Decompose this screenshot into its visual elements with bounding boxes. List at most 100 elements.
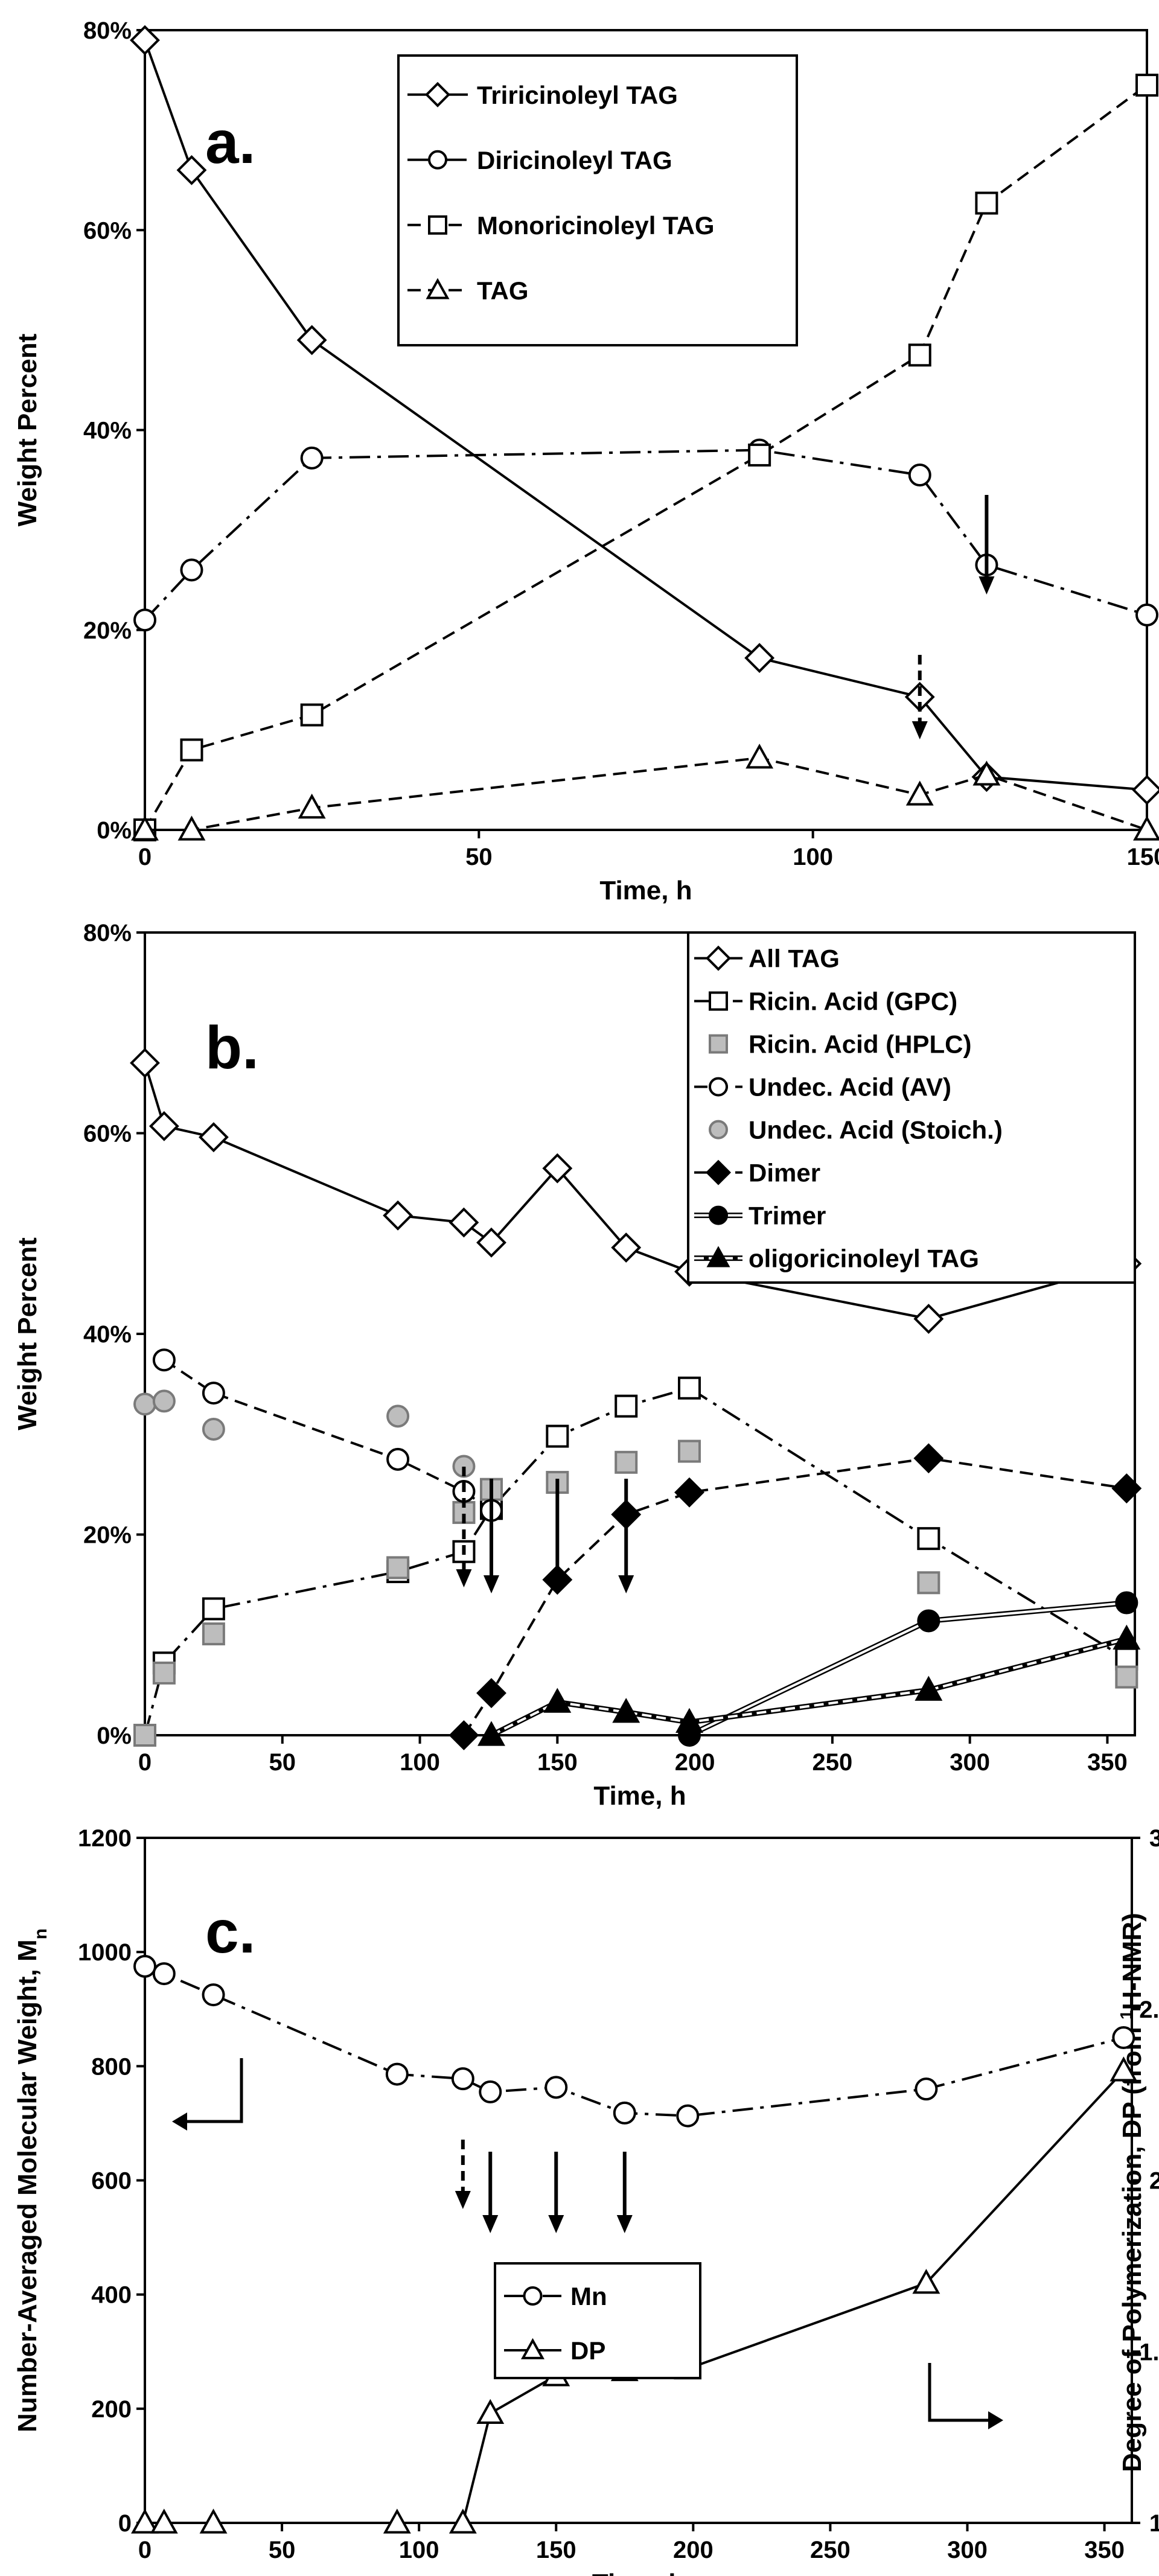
- x-tick-label-2-0: 0: [138, 2537, 152, 2563]
- data-point-1-4-0: [133, 1392, 156, 1416]
- data-point-2-1-10: [1110, 2056, 1138, 2082]
- series-line-0-3: [145, 756, 1148, 831]
- data-point-1-2-2: [202, 1622, 225, 1646]
- data-point-1-0-0: [130, 1048, 160, 1079]
- series-line-1-7-inner: [491, 1637, 1127, 1736]
- panel-label-0: a.: [205, 109, 255, 176]
- y-axis-label-0: Weight Percent: [13, 333, 42, 526]
- data-point-2-0-6: [544, 2076, 568, 2099]
- legend-label-0-3: TAG: [477, 276, 529, 305]
- data-point-1-1-6: [546, 1424, 569, 1448]
- y-axis-label-1: Weight Percent: [13, 1237, 42, 1430]
- y-tick-label-1-4: 80%: [83, 920, 132, 946]
- panel-0: 0% 20% 40% 60% 80% 0 50 100 150 Time, h Weight Per…: [13, 18, 1159, 905]
- legend-label-0-1: Diricinoleyl TAG: [477, 146, 672, 174]
- data-point-0-0-6: [1132, 774, 1159, 805]
- series-2-0: [133, 1954, 1135, 2128]
- series-0-1: [133, 438, 1158, 632]
- data-point-0-1-6: [1135, 603, 1158, 626]
- data-point-0-2-1: [180, 738, 203, 762]
- data-point-0-3-0: [131, 815, 159, 841]
- data-point-0-2-4: [908, 343, 931, 367]
- y-tick-label-2-6: 1200: [78, 1825, 132, 1852]
- data-point-2-0-10: [1112, 2026, 1135, 2050]
- legend-marker-p1-2: [709, 1034, 728, 1054]
- series-line-1-7-outer: [490, 1636, 1128, 1738]
- data-point-2-1-2: [199, 2508, 228, 2534]
- data-point-1-6-1: [917, 1609, 940, 1633]
- legend-label-1-2: Ricin. Acid (HPLC): [749, 1030, 971, 1059]
- data-point-1-2-8: [678, 1439, 701, 1463]
- series-line-1-1: [144, 1386, 1128, 1736]
- x-tick-label-1-1: 50: [269, 1749, 296, 1776]
- data-point-1-2-10: [1115, 1665, 1138, 1689]
- y2-axis-label-post-2: H-NMR): [1117, 1913, 1147, 2010]
- data-point-1-5-6: [1111, 1473, 1142, 1503]
- y-tick-label-2-2: 400: [91, 2282, 132, 2309]
- y-tick-label-0-3: 60%: [83, 217, 132, 244]
- data-point-2-1-1: [150, 2508, 178, 2534]
- y-tick-label-1-0: 0%: [97, 1723, 132, 1749]
- data-point-1-2-3: [386, 1556, 410, 1580]
- data-point-2-1-3: [383, 2508, 411, 2534]
- series-1-6: [678, 1591, 1138, 1747]
- y-tick-label-2-0: 0: [118, 2510, 132, 2537]
- legend-marker-p2-0: [523, 2286, 543, 2306]
- x-tick-label-2-2: 100: [399, 2537, 439, 2563]
- x-tick-label-1-5: 250: [813, 1749, 853, 1776]
- axis-pointer-right-line: [928, 2363, 990, 2422]
- legend-label-0-2: Monoricinoleyl TAG: [477, 211, 715, 240]
- event-arrow-0-0-head: [912, 721, 928, 739]
- data-point-0-3-4: [905, 780, 934, 806]
- data-point-1-7-5: [1113, 1624, 1141, 1650]
- data-point-0-0-3: [744, 643, 775, 674]
- event-arrow-1-0-head: [456, 1569, 472, 1587]
- panel-label-1: b.: [205, 1014, 259, 1082]
- event-arrow-1-1-head: [484, 1575, 499, 1593]
- x-tick-label-0-1: 50: [465, 844, 493, 870]
- data-point-1-0-6: [542, 1153, 573, 1184]
- x-tick-label-2-3: 150: [536, 2537, 576, 2563]
- data-point-1-4-1: [152, 1389, 176, 1413]
- y-tick-label-0-2: 40%: [83, 418, 132, 444]
- legend-marker-p0-1: [428, 150, 447, 170]
- series-line-1-5: [462, 1457, 1127, 1736]
- legend-marker-p1-4: [709, 1120, 728, 1140]
- data-point-0-2-3: [748, 443, 771, 467]
- x-tick-label-2-1: 50: [269, 2537, 296, 2563]
- x-tick-label-1-4: 200: [675, 1749, 715, 1776]
- x-tick-label-1-6: 300: [950, 1749, 990, 1776]
- x-tick-label-2-5: 250: [810, 2537, 851, 2563]
- x-axis-label-0: Time, h: [599, 876, 692, 905]
- data-point-1-0-7: [611, 1232, 642, 1263]
- data-point-0-3-6: [1133, 815, 1159, 841]
- data-point-1-2-1: [152, 1661, 176, 1685]
- panel-2: 02004006008001000120011.522.530501001502…: [13, 1825, 1159, 2576]
- data-point-0-2-6: [1135, 74, 1158, 97]
- legend-marker-p0-0: [424, 81, 451, 107]
- data-point-0-2-5: [975, 191, 998, 215]
- data-point-1-5-1: [476, 1678, 506, 1709]
- y-tick-label-1-2: 40%: [83, 1321, 132, 1348]
- data-point-1-5-0: [449, 1720, 479, 1750]
- y-axis-label-2: Number-Averaged Molecular Weight, Mn: [13, 1928, 51, 2432]
- x-tick-label-1-0: 0: [138, 1749, 152, 1776]
- legend-marker-p1-5: [705, 1159, 732, 1185]
- data-point-1-0-1: [148, 1111, 179, 1141]
- y-tick-label-0-0: 0%: [97, 817, 132, 844]
- data-point-1-0-9: [913, 1304, 944, 1334]
- event-arrow-2-1-head: [482, 2215, 499, 2233]
- data-point-0-1-2: [300, 446, 324, 470]
- data-point-1-3-1: [202, 1382, 225, 1405]
- y-tick-label-2-1: 200: [91, 2396, 132, 2423]
- data-point-1-5-4: [674, 1477, 704, 1508]
- data-point-1-0-3: [383, 1200, 413, 1231]
- y-tick-label-0-1: 20%: [83, 617, 132, 644]
- axis-pointer-arrows: [172, 2058, 1003, 2429]
- data-point-1-7-1: [543, 1688, 572, 1713]
- legend-label-1-4: Undec. Acid (Stoich.): [749, 1116, 1003, 1144]
- data-point-0-1-0: [133, 608, 156, 632]
- series-1-7: [477, 1624, 1141, 1746]
- event-arrow-2-0-head: [455, 2191, 471, 2209]
